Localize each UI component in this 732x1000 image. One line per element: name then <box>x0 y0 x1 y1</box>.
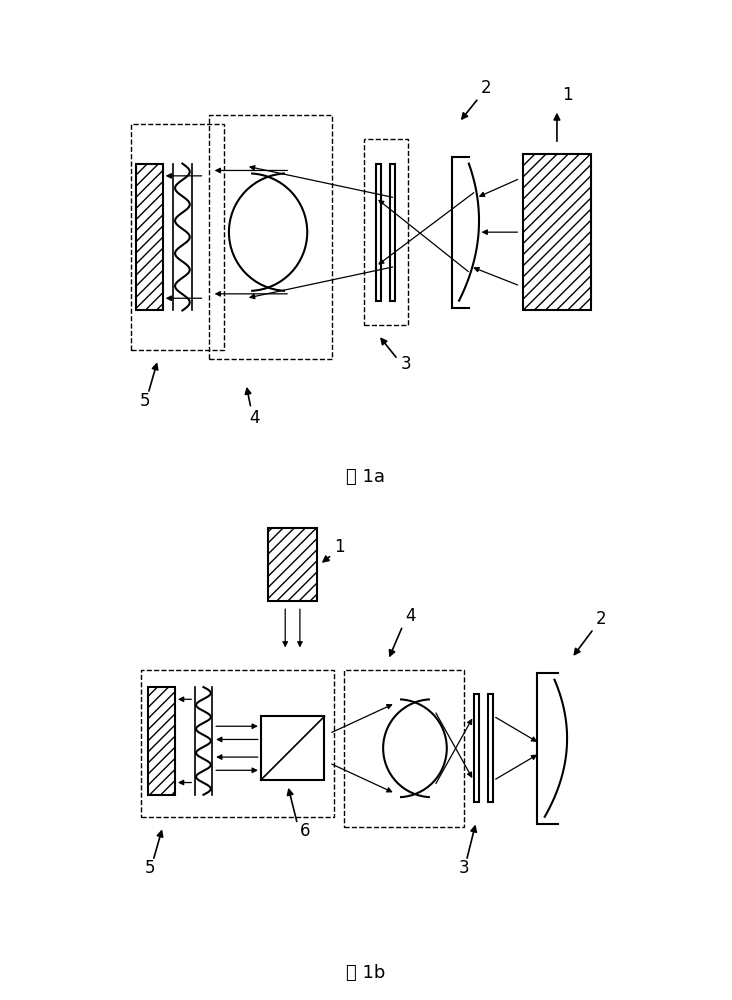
Text: 5: 5 <box>140 392 150 410</box>
Text: 2: 2 <box>596 610 607 628</box>
FancyBboxPatch shape <box>268 528 317 601</box>
Text: 1: 1 <box>562 86 572 104</box>
Text: 图 1a: 图 1a <box>346 468 386 486</box>
FancyBboxPatch shape <box>148 687 175 795</box>
Text: 3: 3 <box>459 859 470 877</box>
FancyBboxPatch shape <box>261 716 324 780</box>
FancyBboxPatch shape <box>136 164 163 310</box>
Text: 4: 4 <box>250 409 260 427</box>
FancyBboxPatch shape <box>376 164 381 301</box>
Text: 2: 2 <box>481 79 492 97</box>
FancyBboxPatch shape <box>390 164 395 301</box>
FancyBboxPatch shape <box>488 694 493 802</box>
Text: 4: 4 <box>406 607 416 625</box>
FancyBboxPatch shape <box>474 694 479 802</box>
Text: 1: 1 <box>335 538 345 556</box>
Text: 5: 5 <box>145 859 155 877</box>
Text: 6: 6 <box>300 822 310 840</box>
Text: 图 1b: 图 1b <box>346 964 386 982</box>
Text: 3: 3 <box>400 355 411 373</box>
FancyBboxPatch shape <box>523 154 591 310</box>
